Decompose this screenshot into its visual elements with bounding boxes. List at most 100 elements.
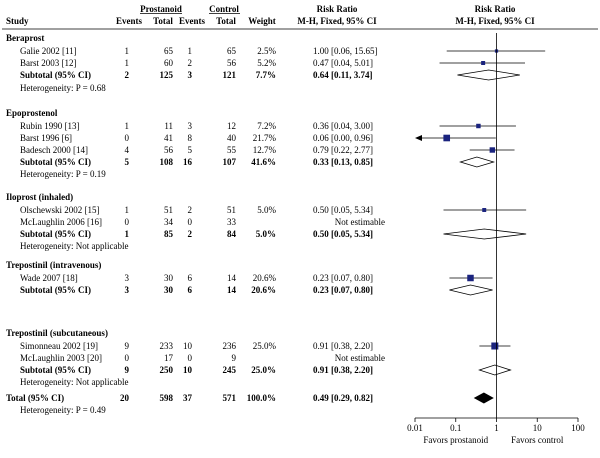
events1-cell: 0 xyxy=(125,133,130,143)
subgroup-title: Trepostinil (intravenous) xyxy=(6,260,101,270)
events1-cell: 1 xyxy=(125,58,130,68)
favors-left-label: Favors prostanoid xyxy=(423,435,488,445)
total-ci: 0.49 [0.29, 0.82] xyxy=(313,393,373,403)
total1-cell: 56 xyxy=(164,145,174,155)
events2-cell: 8 xyxy=(188,133,193,143)
subtotal-diamond xyxy=(459,156,496,168)
subtotal-ci: 0.64 [0.11, 3.74] xyxy=(313,70,373,80)
weight-cell: 7.2% xyxy=(257,121,276,131)
total2-cell: 55 xyxy=(227,145,237,155)
total-events1: 20 xyxy=(120,393,130,403)
events1-header: Events xyxy=(116,16,143,26)
subtotal-weight: 41.6% xyxy=(251,157,276,167)
subtotal-total1: 108 xyxy=(160,157,174,167)
ci-cell: Not estimable xyxy=(335,353,385,363)
ci-cell: 0.06 [0.00, 0.96] xyxy=(313,133,373,143)
events2-cell: 3 xyxy=(188,121,193,131)
subtotal-total1: 250 xyxy=(160,365,174,375)
subtotal-events1: 3 xyxy=(125,285,130,295)
total1-header: Total xyxy=(153,16,173,26)
total2-cell: 33 xyxy=(227,217,237,227)
subtotal-weight: 25.0% xyxy=(251,365,276,375)
subtotal-label: Subtotal (95% CI) xyxy=(20,229,91,239)
subtotal-total1: 30 xyxy=(164,285,174,295)
study-name: Olschewski 2002 [15] xyxy=(20,205,100,215)
total2-cell: 51 xyxy=(227,205,236,215)
total1-cell: 30 xyxy=(164,273,174,283)
weight-cell: 25.0% xyxy=(253,341,277,351)
x-tick-label: 100 xyxy=(571,423,585,433)
total1-cell: 34 xyxy=(164,217,174,227)
study-point xyxy=(476,123,481,129)
study-name: Barst 1996 [6] xyxy=(20,133,72,143)
subtotal-events1: 2 xyxy=(125,70,130,80)
study-name: Barst 2003 [12] xyxy=(20,58,77,68)
subtotal-events2: 6 xyxy=(188,285,193,295)
subgroup-title: Epoprostenol xyxy=(6,108,58,118)
heterogeneity-text: Heterogeneity: Not applicable xyxy=(20,377,128,387)
total2-cell: 40 xyxy=(227,133,237,143)
subtotal-total2: 14 xyxy=(227,285,237,295)
x-tick-label: 10 xyxy=(533,423,543,433)
subtotal-diamond xyxy=(443,228,527,240)
ci-cell: 1.00 [0.06, 15.65] xyxy=(313,46,378,56)
subtotal-total2: 107 xyxy=(223,157,237,167)
total2-cell: 9 xyxy=(232,353,237,363)
ci-cell: 0.47 [0.04, 5.01] xyxy=(313,58,373,68)
total-total2: 571 xyxy=(223,393,237,403)
total-heterogeneity-text: Heterogeneity: P = 0.49 xyxy=(20,405,106,415)
events2-cell: 5 xyxy=(188,145,193,155)
events2-cell: 6 xyxy=(188,273,193,283)
total1-cell: 233 xyxy=(160,341,174,351)
study-point xyxy=(482,208,487,212)
x-tick-label: 1 xyxy=(494,423,499,433)
subtotal-ci: 0.23 [0.07, 0.80] xyxy=(313,285,373,295)
ci-cell: 0.79 [0.22, 2.77] xyxy=(313,145,373,155)
rr-method-header: M-H, Fixed, 95% CI xyxy=(297,16,377,26)
events1-cell: 1 xyxy=(125,205,130,215)
total1-cell: 11 xyxy=(164,121,173,131)
group1-header: Prostanoid xyxy=(140,4,182,14)
total1-cell: 60 xyxy=(164,58,174,68)
study-name: Badesch 2000 [14] xyxy=(20,145,88,155)
weight-cell: 5.2% xyxy=(257,58,276,68)
subtotal-total2: 84 xyxy=(227,229,237,239)
total-diamond xyxy=(473,392,494,404)
events1-cell: 1 xyxy=(125,121,130,131)
ci-cell: 0.91 [0.38, 2.20] xyxy=(313,341,373,351)
study-name: McLaughlin 2006 [16] xyxy=(20,217,102,227)
subtotal-total2: 245 xyxy=(223,365,237,375)
total1-cell: 51 xyxy=(164,205,173,215)
total2-cell: 56 xyxy=(227,58,237,68)
subgroup-title: Iloprost (inhaled) xyxy=(6,192,73,202)
ci-cell: Not estimable xyxy=(335,217,385,227)
subtotal-events2: 2 xyxy=(188,229,193,239)
events1-cell: 0 xyxy=(125,217,130,227)
subtotal-label: Subtotal (95% CI) xyxy=(20,365,91,375)
events2-cell: 1 xyxy=(188,46,193,56)
subgroup-title: Beraprost xyxy=(6,33,44,43)
study-header: Study xyxy=(6,16,29,26)
subtotal-weight: 7.7% xyxy=(256,70,276,80)
subtotal-label: Subtotal (95% CI) xyxy=(20,157,91,167)
subtotal-events2: 16 xyxy=(183,157,193,167)
study-point xyxy=(443,134,451,142)
events2-cell: 0 xyxy=(188,217,193,227)
subtotal-total1: 125 xyxy=(160,70,174,80)
total2-cell: 65 xyxy=(227,46,237,56)
events2-cell: 2 xyxy=(188,58,193,68)
subtotal-events1: 5 xyxy=(125,157,130,167)
weight-cell: 12.7% xyxy=(253,145,277,155)
events1-cell: 0 xyxy=(125,353,130,363)
total1-cell: 65 xyxy=(164,46,174,56)
subtotal-ci: 0.50 [0.05, 5.34] xyxy=(313,229,373,239)
subtotal-diamond xyxy=(449,284,493,296)
subtotal-ci: 0.33 [0.13, 0.85] xyxy=(313,157,373,167)
weight-cell: 2.5% xyxy=(257,46,276,56)
heterogeneity-text: Heterogeneity: P = 0.19 xyxy=(20,169,106,179)
study-point xyxy=(489,147,496,153)
ci-cell: 0.50 [0.05, 5.34] xyxy=(313,205,373,215)
study-point xyxy=(481,60,486,66)
subtotal-events2: 10 xyxy=(183,365,193,375)
